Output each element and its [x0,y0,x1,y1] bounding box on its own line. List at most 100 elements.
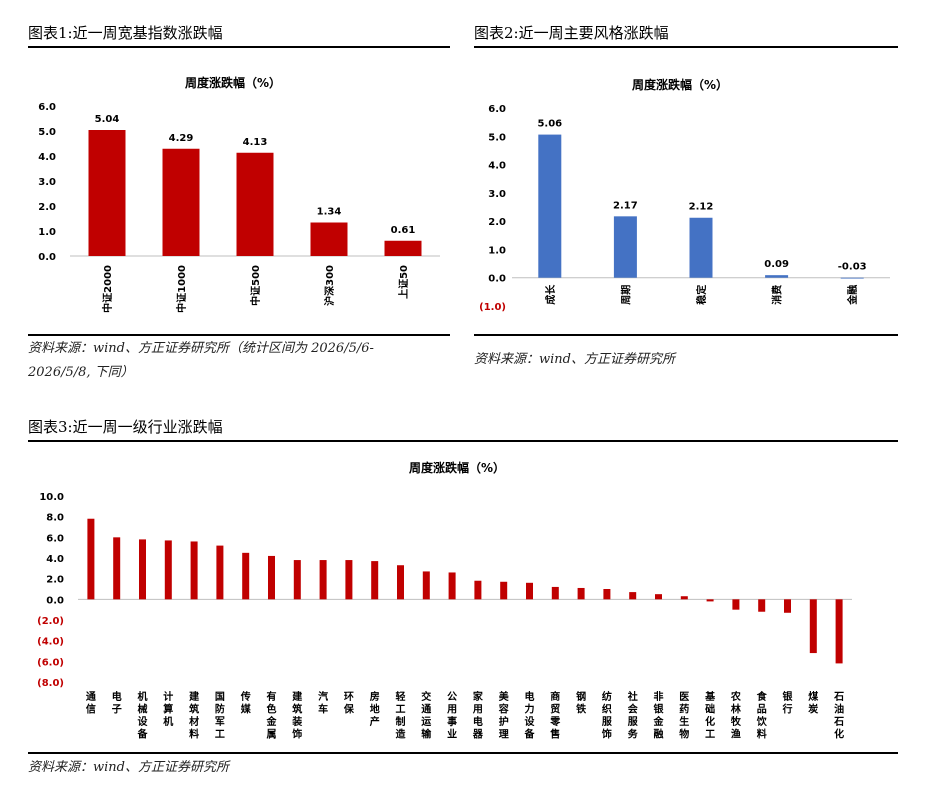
c3-bar-11 [371,561,379,600]
c3-bar-3 [164,540,172,600]
c3-category-label-7: 有色金属 [266,690,278,741]
c3-category-label-21: 社会服务 [627,690,639,741]
c3-category-label-15: 家用电器 [472,690,484,741]
c2-ytick-0: (1.0) [479,302,506,313]
c3-bar-27 [784,599,791,613]
c3-category-label-12: 轻工制造 [396,690,407,741]
c1-bar-4 [384,240,422,256]
c2-ytick-4: 3.0 [488,189,506,200]
c3-bar-18 [551,586,559,600]
c3-category-label-19: 钢铁 [576,690,586,716]
c3-bar-9 [319,560,327,600]
c3-category-label-14: 公用事业 [446,691,457,741]
c3-ytick-1: (6.0) [37,657,64,668]
c3-bar-8 [293,560,301,600]
c3-ytick-8: 8.0 [46,513,64,524]
c3-bar-29 [835,599,843,664]
c2-bar-4 [840,277,864,279]
c3-bar-12 [397,565,404,600]
c3-category-label-6: 传媒 [240,690,252,716]
c3-bar-5 [216,545,224,600]
c3-bar-20 [603,589,611,600]
panel2-top-rule [474,46,898,48]
c2-value-label-0: 5.06 [537,119,562,130]
c1-category-label-2: 中证500 [249,265,262,306]
c3-bar-16 [500,581,508,600]
c2-ytick-3: 2.0 [488,217,506,228]
c3-category-label-27: 银行 [782,690,794,716]
c1-bar-1 [162,148,200,256]
c2-category-label-0: 成长 [544,284,557,305]
c3-bar-24 [706,599,714,602]
c1-ytick-2: 2.0 [38,202,56,213]
c3-category-label-11: 房地产 [370,690,380,728]
c2-bar-3 [765,275,789,278]
c2-value-label-2: 2.12 [689,202,714,213]
panel2-bottom-rule [474,334,898,336]
c3-bar-23 [680,596,688,600]
c3-bar-22 [655,594,662,600]
c3-bar-25 [732,599,740,610]
c1-ytick-3: 3.0 [38,177,56,188]
panel1-source-line2: 2026/5/8, 下同） [28,365,134,380]
c3-bar-28 [809,599,817,654]
c1-value-label-2: 4.13 [243,137,268,148]
c3-category-label-26: 食品饮料 [756,690,768,741]
c3-ytick-2: (4.0) [37,637,64,648]
panel3-source-line1: 资料来源：wind、方正证券研究所 [28,760,229,775]
c1-value-label-0: 5.04 [95,114,120,125]
c3-ytick-6: 4.0 [46,554,64,565]
c1-ytick-5: 5.0 [38,127,56,138]
c3-category-label-24: 基础化工 [704,690,716,741]
c1-category-label-4: 上证50 [397,265,410,299]
c3-bar-14 [448,572,456,600]
c1-bar-0 [88,130,126,256]
c3-category-label-5: 国防军工 [215,691,225,741]
c3-bar-2 [139,539,146,600]
c3-bar-0 [87,518,95,600]
c3-bar-17 [526,582,533,600]
c3-category-label-8: 建筑装饰 [291,690,303,741]
c3-ytick-5: 2.0 [46,575,64,586]
c2-ytick-7: 6.0 [488,104,506,115]
c3-bar-1 [113,537,121,600]
panel2-source-line1: 资料来源：wind、方正证券研究所 [474,352,675,367]
c3-category-label-17: 电力设备 [524,690,536,741]
c1-ytick-4: 4.0 [38,152,56,163]
c3-category-label-2: 机械设备 [137,690,149,741]
panel3-source: 资料来源：wind、方正证券研究所 [28,756,229,780]
c3-category-label-13: 交通运输 [421,690,432,741]
c3-category-label-20: 纺织服饰 [602,690,613,741]
c2-ytick-5: 4.0 [488,161,506,172]
panel1-top-rule [28,46,450,48]
panel2-title: 图表2:近一周主要风格涨跌幅 [474,24,669,42]
c1-category-label-0: 中证2000 [101,265,114,313]
c2-title: 周度涨跌幅（%） [632,77,728,92]
c3-bar-15 [474,580,482,600]
c2-value-label-4: -0.03 [838,262,867,273]
c3-bar-4 [190,541,198,600]
panel1-title: 图表1:近一周宽基指数涨跌幅 [28,24,223,42]
c3-category-label-16: 美容护理 [498,690,510,741]
c3-category-label-25: 农林牧渔 [730,690,742,741]
panel1-source-line1: 资料来源：wind、方正证券研究所（统计区间为 2026/5/6- [28,341,374,356]
c1-bar-3 [310,222,348,256]
c2-bar-2 [689,217,713,278]
c3-ytick-7: 6.0 [46,533,64,544]
c3-ytick-9: 10.0 [39,492,64,503]
panel1-source: 资料来源：wind、方正证券研究所（统计区间为 2026/5/6- 2026/5… [28,337,458,385]
panel1-bottom-rule [28,334,450,336]
c3-category-label-0: 通信 [86,691,96,716]
c3-bar-26 [758,599,766,612]
c2-category-label-3: 消费 [771,285,784,305]
c3-category-label-29: 石油石化 [833,691,844,741]
c3-bar-7 [268,555,275,600]
c3-category-label-4: 建筑材料 [188,690,200,741]
c1-ytick-6: 6.0 [38,102,56,113]
c1-value-label-4: 0.61 [391,225,416,236]
c3-ytick-3: (2.0) [37,616,64,627]
c3-bar-6 [242,552,250,600]
panel2-source: 资料来源：wind、方正证券研究所 [474,348,675,372]
c3-category-label-28: 煤炭 [808,690,818,716]
